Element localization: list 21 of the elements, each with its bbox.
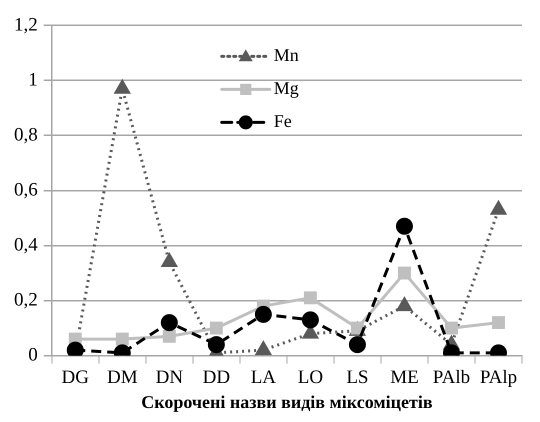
x-tick-label: LA xyxy=(250,366,276,388)
legend-label: Fe xyxy=(274,111,292,132)
legend-label: Mn xyxy=(274,45,299,66)
y-tick-label: 0,6 xyxy=(14,179,38,200)
y-tick-label: 0,8 xyxy=(14,124,38,146)
y-tick-label: 0,2 xyxy=(14,290,38,311)
x-tick-label: ME xyxy=(390,366,419,388)
y-tick-label: 0 xyxy=(28,344,38,366)
x-tick-label: LS xyxy=(346,366,369,388)
x-tick-label: PAlp xyxy=(480,366,518,388)
x-tick-label: DN xyxy=(156,366,184,388)
legend-label: Mg xyxy=(274,78,299,98)
x-tick-label: DG xyxy=(62,366,90,388)
x-tick-label: LO xyxy=(298,366,324,388)
y-tick-label: 0,4 xyxy=(14,234,38,256)
x-tick-label: DD xyxy=(202,366,230,388)
x-tick-label: PAlb xyxy=(432,366,470,388)
y-tick-label: 1 xyxy=(28,69,38,90)
y-tick-label: 1,2 xyxy=(14,14,38,36)
x-tick-label: DM xyxy=(106,366,138,388)
x-axis-title: Скорочені назви видів міксоміцетів xyxy=(141,392,433,412)
